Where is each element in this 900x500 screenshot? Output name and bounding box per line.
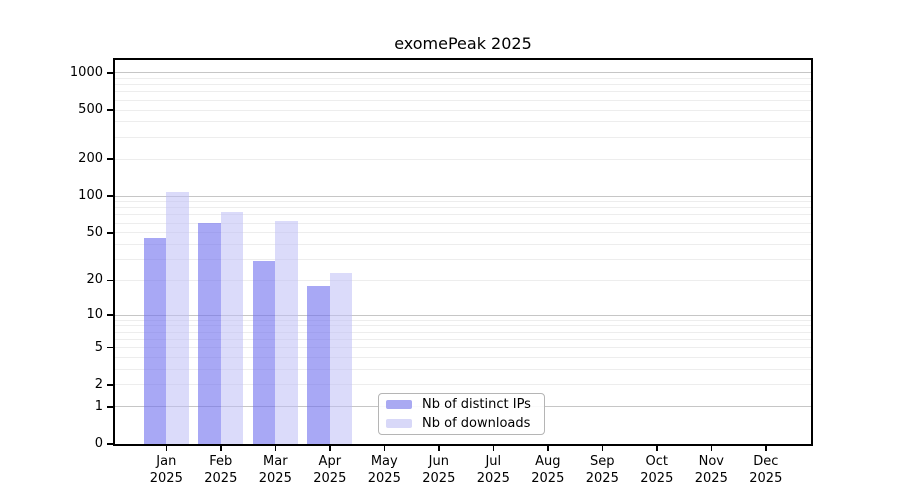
y-tick-mark	[107, 195, 113, 197]
x-tick-mark	[220, 446, 222, 451]
x-tick-label-oct: Oct 2025	[640, 454, 674, 486]
gridline-minor	[115, 369, 811, 371]
y-tick-mark	[107, 72, 113, 74]
x-tick-mark	[765, 446, 767, 451]
gridline-major	[115, 314, 811, 316]
gridline-minor	[115, 78, 811, 79]
y-tick-label: 20	[86, 272, 103, 288]
y-tick-mark	[107, 109, 113, 111]
y-tick-label: 50	[86, 224, 103, 240]
y-tick-label: 5	[94, 339, 103, 355]
y-tick-mark	[107, 314, 113, 316]
x-tick-mark	[710, 446, 713, 451]
bar-downloads-apr	[329, 273, 353, 444]
gridline-minor	[115, 91, 811, 93]
gridline-minor	[115, 201, 811, 203]
legend-label-downloads: Nb of downloads	[422, 415, 531, 431]
y-tick-label: 1	[94, 398, 103, 414]
y-tick-label: 100	[78, 188, 103, 204]
gridline-minor	[115, 214, 811, 216]
y-tick-label: 200	[78, 151, 103, 167]
x-tick-label-dec: Dec 2025	[749, 454, 783, 486]
x-tick-mark	[274, 446, 277, 451]
bar-downloads-mar	[275, 220, 298, 444]
gridline-minor	[115, 347, 811, 349]
legend-swatch-distinct-ips	[386, 400, 412, 409]
gridline-minor	[115, 136, 811, 138]
x-tick-label-jun: Jun 2025	[422, 454, 456, 486]
gridline-minor	[115, 158, 811, 160]
chart-title: exomePeak 2025	[394, 34, 532, 53]
x-tick-label-jan: Jan 2025	[149, 454, 183, 486]
x-tick-label-mar: Mar 2025	[258, 454, 292, 486]
gridline-minor	[115, 384, 811, 386]
bar-distinct-ips-mar	[252, 261, 276, 444]
x-tick-mark	[492, 446, 495, 451]
gridline-minor	[115, 207, 811, 209]
gridline-minor	[115, 338, 811, 340]
x-tick-label-jul: Jul 2025	[476, 454, 510, 486]
x-tick-mark	[547, 446, 549, 451]
x-tick-label-aug: Aug 2025	[531, 454, 565, 486]
x-tick-mark	[329, 446, 331, 451]
x-tick-label-apr: Apr 2025	[313, 454, 347, 486]
y-tick-mark	[107, 279, 113, 282]
x-tick-mark	[656, 446, 658, 451]
gridline-minor	[115, 331, 811, 333]
x-tick-mark	[438, 446, 440, 451]
gridline-minor	[115, 259, 811, 261]
gridline-minor	[115, 357, 811, 359]
bar-downloads-jan	[166, 191, 189, 444]
gridline-minor	[115, 84, 811, 86]
legend: Nb of distinct IPs Nb of downloads	[378, 393, 545, 435]
y-tick-label: 1000	[69, 64, 103, 80]
gridline-minor	[115, 279, 811, 281]
y-tick-label: 2	[94, 376, 103, 392]
x-tick-label-feb: Feb 2025	[204, 454, 238, 486]
bar-downloads-feb	[220, 212, 244, 444]
bar-distinct-ips-apr	[307, 285, 330, 444]
x-tick-mark	[165, 446, 168, 451]
y-tick-mark	[107, 232, 113, 234]
y-tick-mark	[107, 346, 113, 349]
gridline-minor	[115, 319, 811, 321]
gridline-major	[115, 195, 811, 197]
legend-label-distinct-ips: Nb of distinct IPs	[422, 396, 531, 412]
y-tick-label: 500	[78, 102, 103, 118]
gridline-minor	[115, 222, 811, 224]
y-tick-mark	[107, 406, 113, 408]
gridline-minor	[115, 109, 811, 111]
y-tick-mark	[107, 443, 113, 445]
gridline-minor	[115, 232, 811, 234]
x-tick-mark	[383, 446, 386, 451]
x-tick-label-sep: Sep 2025	[585, 454, 619, 486]
bar-distinct-ips-feb	[198, 223, 221, 444]
x-tick-label-may: May 2025	[367, 454, 401, 486]
y-tick-label: 10	[86, 307, 103, 323]
gridline-minor	[115, 121, 811, 123]
x-tick-label-nov: Nov 2025	[694, 454, 728, 486]
gridline-major	[115, 72, 811, 74]
bar-distinct-ips-jan	[143, 238, 167, 444]
y-tick-mark	[107, 158, 113, 160]
gridline-minor	[115, 243, 811, 245]
legend-item-downloads: Nb of downloads	[386, 415, 536, 431]
y-tick-mark	[107, 384, 113, 386]
y-tick-label: 0	[94, 436, 103, 451]
gridline-minor	[115, 325, 811, 327]
gridline-minor	[115, 99, 811, 101]
x-tick-mark	[601, 446, 604, 451]
legend-item-distinct-ips: Nb of distinct IPs	[386, 396, 536, 412]
legend-swatch-downloads	[386, 419, 412, 428]
